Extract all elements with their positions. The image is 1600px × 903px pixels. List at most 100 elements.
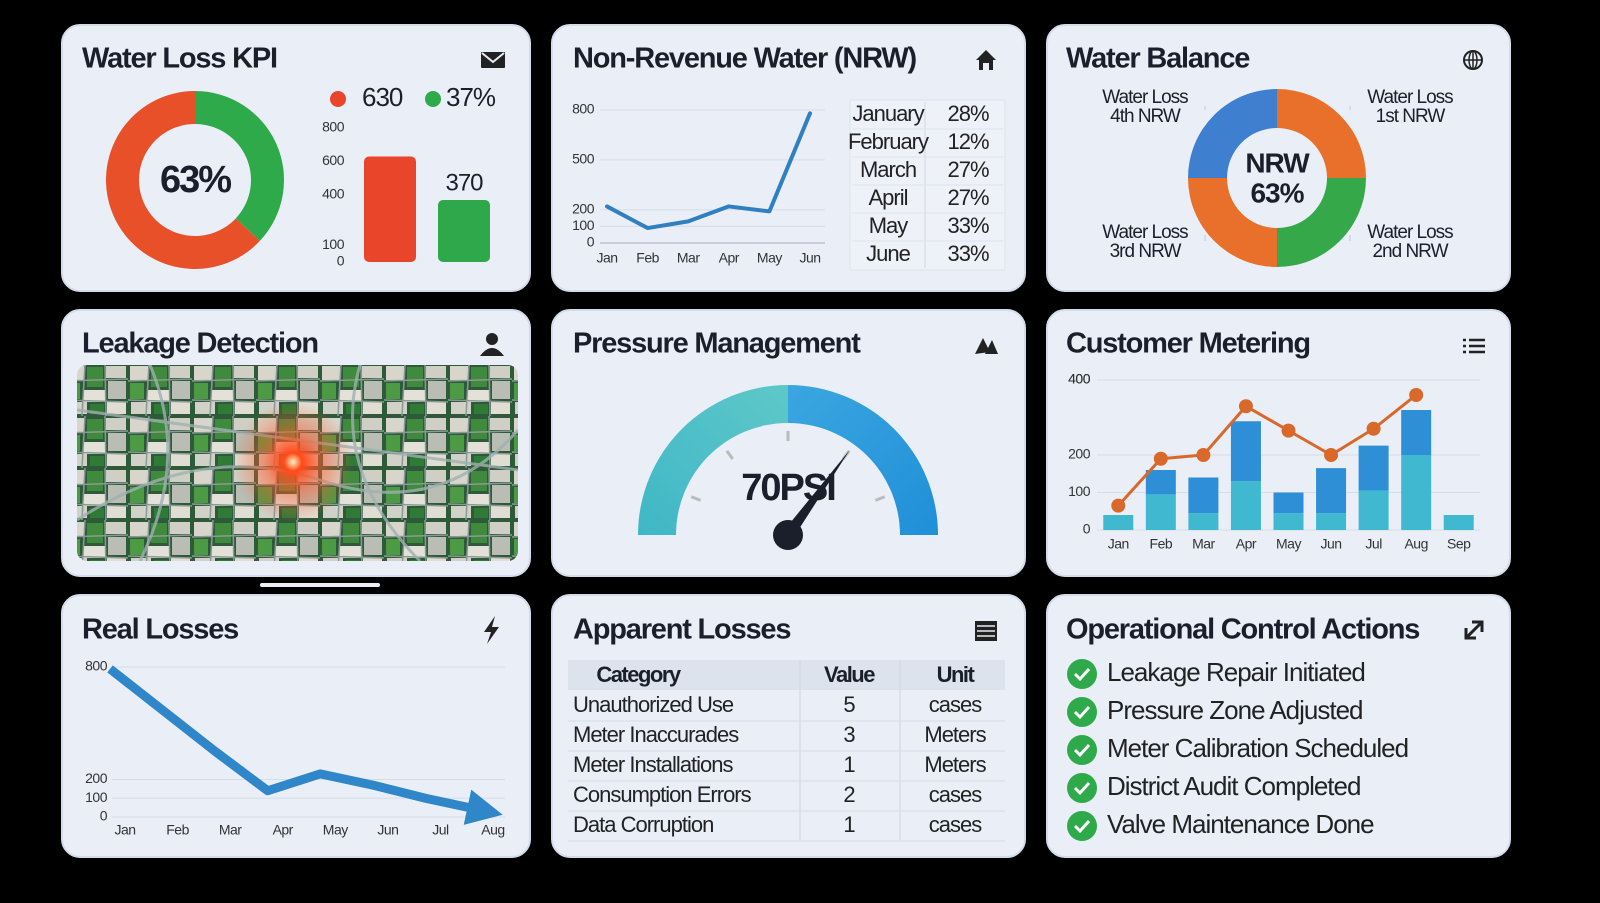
y-tick-label: 400	[1068, 371, 1091, 387]
check-icon	[1067, 773, 1097, 803]
donut-segment	[105, 91, 260, 269]
panel-title: Pressure Management	[573, 328, 861, 360]
bar-segment	[1230, 481, 1261, 530]
x-tick-label: Feb	[636, 250, 659, 266]
line	[107, 665, 503, 825]
bar-value-label: 370	[445, 169, 483, 196]
segment-label: Water Loss	[1102, 87, 1188, 108]
action-item: Valve Maintenance Done	[1107, 809, 1374, 839]
leak-map	[77, 365, 518, 561]
x-tick-label: Mar	[1192, 536, 1215, 552]
table-cell: Consumption Errors	[573, 782, 752, 807]
bar-segment	[1358, 490, 1389, 530]
table-cell: 28%	[947, 101, 988, 126]
line-point	[1281, 423, 1296, 438]
y-tick-label: 600	[322, 152, 345, 168]
panel-title: Water Loss KPI	[82, 43, 277, 75]
action-item: District Audit Completed	[1107, 771, 1360, 801]
gauge-tick	[874, 495, 886, 502]
action-item: Pressure Zone Adjusted	[1107, 695, 1363, 725]
table-cell: Unauthorized Use	[573, 692, 734, 717]
x-tick-label: Feb	[166, 822, 189, 838]
line	[605, 111, 812, 231]
x-tick-label: Jan	[1108, 536, 1129, 552]
y-tick-label: 800	[322, 119, 345, 135]
bar-segment	[1103, 515, 1134, 530]
legend-dot	[330, 91, 346, 107]
panel-title: Leakage Detection	[82, 328, 318, 360]
y-tick-label: 400	[322, 186, 345, 202]
y-tick-label: 800	[572, 101, 595, 117]
line-point	[1238, 399, 1253, 414]
panel-title: Customer Metering	[1066, 328, 1310, 360]
table-header-bg	[568, 660, 1005, 690]
bar	[364, 156, 416, 262]
donut-segment	[1277, 178, 1366, 267]
bar-segment	[1443, 515, 1474, 530]
segment-label: Water Loss	[1367, 222, 1453, 243]
segment-label: 2nd NRW	[1372, 241, 1448, 262]
table-cell: March	[860, 157, 916, 182]
bar-segment	[1145, 470, 1176, 495]
table-header: Unit	[937, 662, 976, 687]
bar	[438, 200, 490, 262]
table-cell: Meter Inaccurades	[573, 722, 739, 747]
check-icon	[1067, 811, 1097, 841]
gauge-arc	[638, 385, 788, 535]
y-tick-label: 0	[587, 234, 595, 250]
legend-label: 630	[362, 82, 403, 112]
table-cell: 2	[843, 782, 855, 807]
donut-center-label: 63%	[1250, 177, 1304, 208]
check-icon	[1067, 659, 1097, 689]
y-tick-label: 100	[85, 789, 108, 805]
y-tick-label: 100	[322, 236, 345, 252]
y-tick-label: 100	[1068, 483, 1091, 499]
bar-segment	[1273, 513, 1304, 530]
y-tick-label: 200	[85, 770, 108, 786]
action-item: Meter Calibration Scheduled	[1107, 733, 1408, 763]
x-tick-label: Feb	[1150, 536, 1173, 552]
y-tick-label: 0	[1083, 521, 1091, 537]
gauge-arc	[788, 385, 938, 535]
table-cell: 5	[843, 692, 855, 717]
y-tick-label: 200	[1068, 446, 1091, 462]
x-tick-label: Jan	[596, 250, 617, 266]
check-mark	[1073, 705, 1091, 720]
bar-segment	[1316, 468, 1347, 514]
x-tick-label: Apr	[719, 250, 740, 266]
panel-title: Non-Revenue Water (NRW)	[573, 43, 917, 75]
gauge-tick	[725, 449, 734, 460]
y-tick-label: 800	[85, 658, 108, 674]
x-tick-label: Aug	[481, 822, 504, 838]
segment-label: 4th NRW	[1110, 106, 1181, 127]
y-tick-label: 200	[572, 200, 595, 216]
x-tick-label: May	[1276, 536, 1301, 552]
x-tick-label: May	[323, 822, 348, 838]
bar-segment	[1145, 494, 1176, 530]
check-mark	[1073, 667, 1091, 682]
bar-segment	[1230, 421, 1261, 482]
table-cell: June	[866, 241, 910, 266]
segment-label: Water Loss	[1367, 87, 1453, 108]
action-item: Leakage Repair Initiated	[1107, 657, 1365, 687]
y-tick-label: 0	[337, 253, 345, 269]
table-cell: May	[869, 213, 909, 238]
line-point	[1409, 388, 1424, 402]
table-cell: 1	[843, 812, 855, 837]
donut-center-label: NRW	[1245, 147, 1310, 178]
bar-segment	[1273, 492, 1304, 514]
legend-label: 37%	[446, 82, 496, 112]
x-tick-label: Jul	[1365, 536, 1382, 552]
panel-title: Real Losses	[82, 614, 238, 646]
panel-title: Apparent Losses	[573, 614, 790, 646]
x-tick-label: Aug	[1404, 536, 1427, 552]
bar-segment	[1358, 445, 1389, 491]
line	[1116, 393, 1418, 508]
gauge-tick	[690, 495, 702, 502]
line-point	[1366, 421, 1381, 436]
x-tick-label: Jun	[799, 250, 820, 266]
table-cell: 27%	[947, 157, 988, 182]
table-cell: Data Corruption	[573, 812, 713, 837]
panel	[1046, 24, 1511, 292]
